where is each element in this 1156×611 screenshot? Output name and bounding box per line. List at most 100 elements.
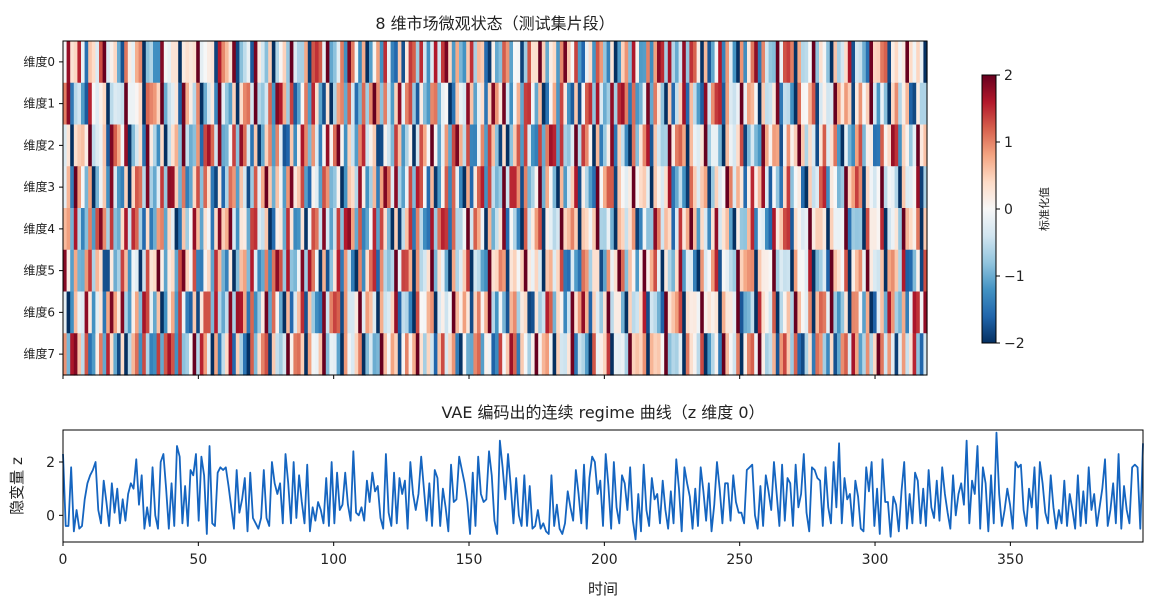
heatmap-cell bbox=[426, 249, 431, 293]
heatmap-cell bbox=[621, 41, 626, 84]
heatmap-cell bbox=[484, 166, 489, 209]
heatmap-cell bbox=[757, 41, 762, 84]
heatmap-cell bbox=[333, 333, 338, 376]
heatmap-cell bbox=[315, 41, 320, 84]
heatmap-cell bbox=[588, 291, 593, 334]
heatmap-cell bbox=[718, 82, 723, 126]
heatmap-cell bbox=[811, 82, 816, 126]
heatmap-cell bbox=[178, 41, 183, 84]
heatmap-cell bbox=[858, 249, 863, 293]
heatmap-cell bbox=[815, 249, 820, 293]
heatmap-cell bbox=[304, 208, 309, 251]
heatmap-cell bbox=[135, 41, 140, 84]
heatmap-cell bbox=[664, 208, 669, 251]
heatmap-cell bbox=[264, 333, 269, 376]
heatmap-cell bbox=[347, 41, 352, 84]
heatmap-cell bbox=[761, 208, 766, 251]
heatmap-cell bbox=[466, 41, 471, 84]
heatmap-cell bbox=[448, 249, 453, 293]
heatmap-cell bbox=[808, 291, 813, 334]
heatmap-cell bbox=[822, 333, 827, 376]
heatmap-cell bbox=[559, 333, 564, 376]
heatmap-cell bbox=[415, 166, 420, 209]
heatmap-cell bbox=[329, 124, 334, 167]
heatmap-cell bbox=[430, 333, 435, 376]
heatmap-cell bbox=[606, 333, 611, 376]
heatmap-cell bbox=[372, 291, 377, 334]
line-y-tick-label: 2 bbox=[46, 455, 55, 471]
heatmap-cell bbox=[466, 291, 471, 334]
heatmap-cell bbox=[844, 208, 849, 251]
heatmap-cell bbox=[779, 124, 784, 167]
heatmap-cell bbox=[624, 124, 629, 167]
heatmap-cell bbox=[631, 208, 636, 251]
heatmap-cell bbox=[124, 41, 129, 84]
heatmap-cell bbox=[495, 208, 500, 251]
heatmap-cell bbox=[181, 249, 186, 293]
heatmap-cell bbox=[689, 333, 694, 376]
heatmap-cell bbox=[574, 124, 579, 167]
heatmap-cell bbox=[106, 124, 111, 167]
heatmap-cell bbox=[343, 291, 348, 334]
heatmap-cell bbox=[894, 82, 899, 126]
heatmap-cell bbox=[243, 249, 248, 293]
heatmap-cell bbox=[779, 82, 784, 126]
heatmap-cell bbox=[844, 41, 849, 84]
heatmap-cell bbox=[131, 249, 136, 293]
heatmap-cell bbox=[693, 208, 698, 251]
heatmap-cell bbox=[477, 291, 482, 334]
heatmap-cell bbox=[714, 124, 719, 167]
heatmap-cell bbox=[898, 82, 903, 126]
heatmap-cell bbox=[527, 291, 532, 334]
heatmap-cell bbox=[365, 41, 370, 84]
heatmap-cell bbox=[462, 166, 467, 209]
heatmap-cell bbox=[235, 41, 240, 84]
heatmap-cell bbox=[750, 166, 755, 209]
heatmap-cell bbox=[196, 208, 201, 251]
heatmap-cell bbox=[916, 41, 921, 84]
heatmap-cell bbox=[253, 333, 258, 376]
heatmap-cell bbox=[693, 124, 698, 167]
heatmap-cell bbox=[412, 124, 417, 167]
heatmap-cell bbox=[801, 124, 806, 167]
heatmap-cell bbox=[765, 82, 770, 126]
heatmap-cell bbox=[657, 41, 662, 84]
heatmap-cell bbox=[408, 41, 413, 84]
heatmap-cell bbox=[70, 124, 75, 167]
heatmap-cell bbox=[574, 333, 579, 376]
heatmap-cell bbox=[221, 208, 226, 251]
heatmap-cell bbox=[631, 124, 636, 167]
heatmap-cell bbox=[196, 333, 201, 376]
heatmap-cell bbox=[610, 208, 615, 251]
heatmap-cell bbox=[797, 124, 802, 167]
heatmap-cell bbox=[635, 249, 640, 293]
heatmap-cell bbox=[412, 249, 417, 293]
heatmap-cell bbox=[444, 41, 449, 84]
heatmap-cell bbox=[887, 291, 892, 334]
heatmap-cell bbox=[563, 333, 568, 376]
heatmap-cell bbox=[405, 82, 410, 126]
heatmap-cell bbox=[192, 291, 197, 334]
heatmap-cell bbox=[207, 208, 212, 251]
heatmap-cell bbox=[142, 208, 147, 251]
heatmap-cell bbox=[225, 208, 230, 251]
heatmap-cell bbox=[329, 41, 334, 84]
heatmap-cell bbox=[736, 249, 741, 293]
heatmap-cell bbox=[318, 82, 323, 126]
heatmap-cell bbox=[570, 291, 575, 334]
heatmap-cell bbox=[721, 208, 726, 251]
heatmap-cell bbox=[95, 333, 100, 376]
heatmap-cell bbox=[873, 208, 878, 251]
heatmap-cell bbox=[271, 249, 276, 293]
heatmap-cell bbox=[531, 208, 536, 251]
heatmap-cell bbox=[495, 249, 500, 293]
heatmap-cell bbox=[246, 291, 251, 334]
heatmap-cell bbox=[149, 82, 154, 126]
heatmap-cell bbox=[570, 249, 575, 293]
heatmap-cell bbox=[624, 291, 629, 334]
heatmap-cell bbox=[570, 166, 575, 209]
heatmap-cell bbox=[444, 166, 449, 209]
heatmap-cell bbox=[822, 249, 827, 293]
heatmap-cell bbox=[581, 166, 586, 209]
heatmap-cell bbox=[315, 124, 320, 167]
